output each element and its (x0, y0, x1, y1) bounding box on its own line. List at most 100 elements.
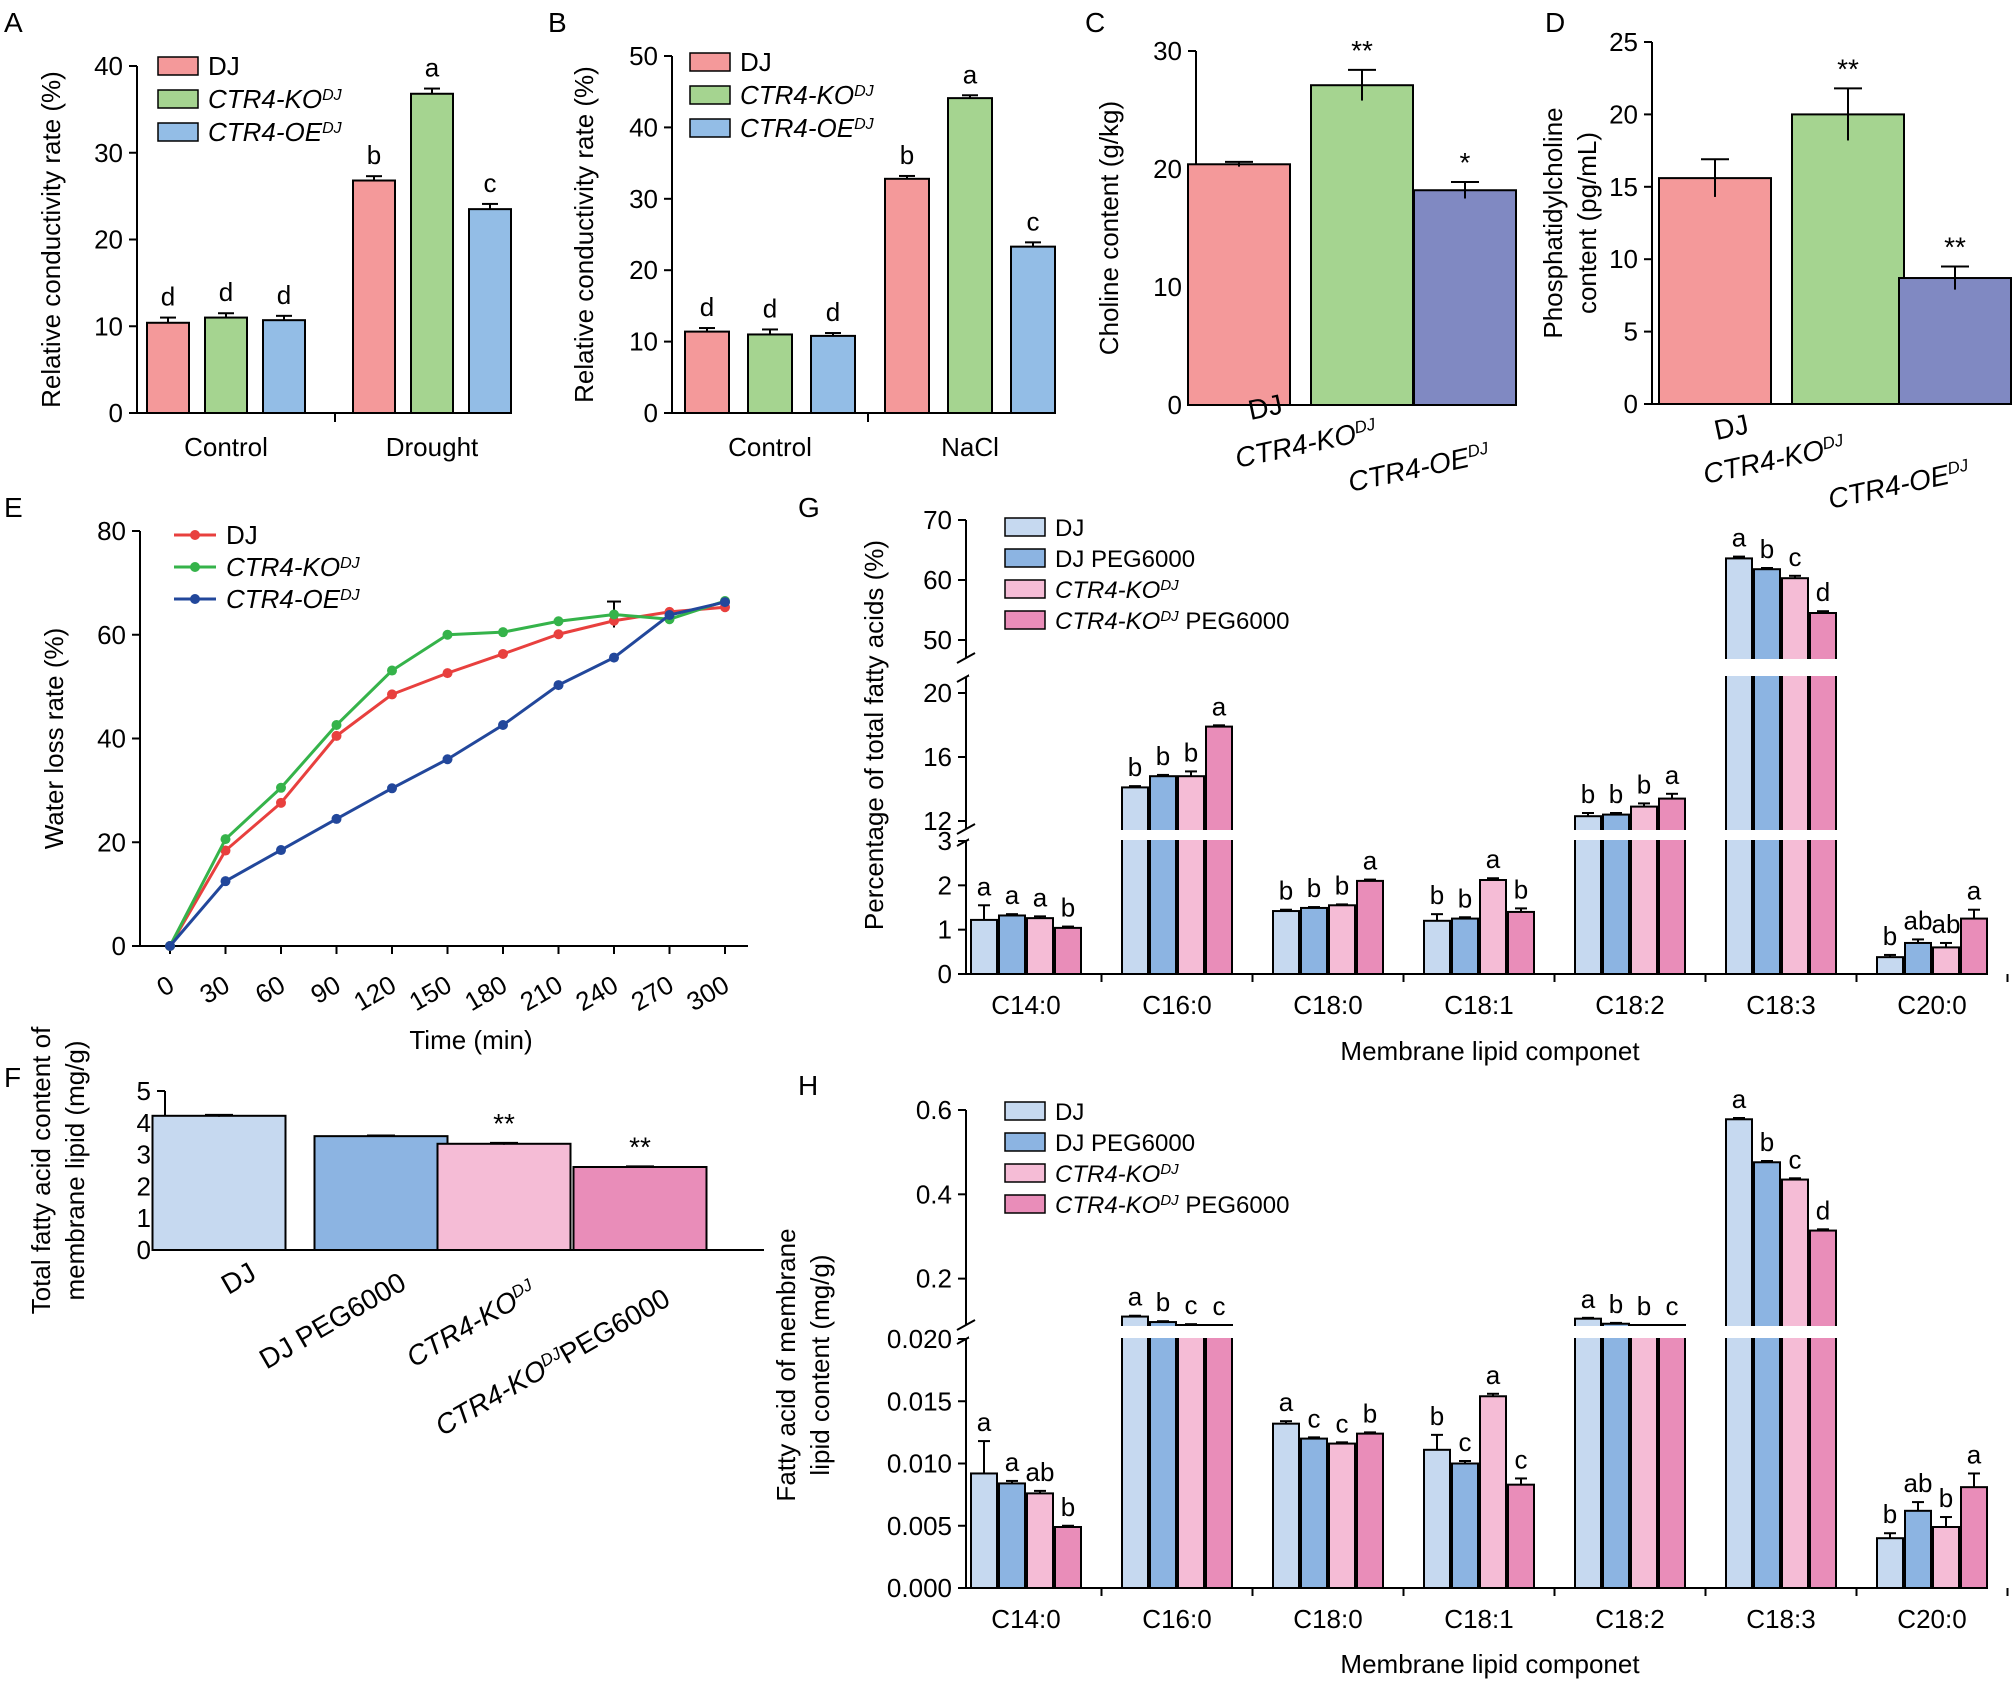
data-point (220, 834, 231, 845)
y-tick-label: 0.015 (887, 1386, 952, 1416)
label-sup: DJ (854, 83, 875, 100)
label-main: CTR4-OE (1825, 459, 1952, 515)
significance-letter: b (1128, 752, 1142, 782)
legend-swatch (157, 89, 199, 109)
significance-letter: a (1033, 882, 1048, 912)
significance-letter: b (1363, 1398, 1377, 1428)
significance-letter: b (1581, 779, 1595, 809)
series-line (168, 600, 726, 947)
legend-marker (190, 594, 200, 604)
panel-e-chart: 0 20 40 60 80 0 30 60 90 120 150 180 210 240 270 300 Wat… (39, 516, 748, 1055)
category-label: C18:3 (1746, 990, 1815, 1020)
bar (1413, 189, 1517, 406)
x-tick-label: 240 (570, 969, 623, 1017)
significance-letter: b (1156, 1287, 1170, 1317)
axis-break-gap (969, 830, 1988, 840)
significance-letter: d (700, 292, 714, 322)
legend-entry: DJ (740, 47, 772, 77)
bar (204, 316, 248, 415)
significance-letter: d (277, 280, 291, 310)
data-point (664, 610, 675, 621)
y-tick-label: 30 (629, 184, 658, 214)
x-tick-label: 120 (348, 969, 401, 1017)
y-tick-label: 40 (629, 112, 658, 142)
bar (1507, 1483, 1535, 1590)
label-sup: DJ (1160, 1192, 1179, 1209)
x-tick-label: 60 (250, 969, 290, 1009)
category-label: C14:0 (991, 1604, 1060, 1634)
y-axis-title: membrane lipid (mg/g) (60, 1040, 90, 1300)
data-point (220, 845, 231, 856)
legend-swatch (1004, 1163, 1046, 1183)
category-label: C18:1 (1444, 990, 1513, 1020)
category-label: C14:0 (991, 990, 1060, 1020)
legend-entry: DJ (1055, 515, 1084, 542)
label-main: CTR4-OE (740, 113, 855, 143)
y-tick-label: 0 (109, 398, 123, 428)
bar (1658, 1324, 1686, 1589)
significance-letter: b (1156, 741, 1170, 771)
x-tick-label: 150 (404, 969, 457, 1017)
y-tick-label: 20 (94, 225, 123, 255)
y-tick-label: 16 (923, 742, 952, 772)
significance-letter: b (1637, 769, 1651, 799)
y-tick-label: 0 (137, 1235, 151, 1265)
y-tick-label: 12 (923, 806, 952, 836)
data-point (276, 845, 286, 856)
legend-entry: CTR4-KODJ (1055, 577, 1179, 605)
series-line (168, 599, 726, 947)
label-main: CTR4-KO (1232, 418, 1359, 474)
significance-letter: ab (1904, 905, 1933, 935)
y-tick-label: 1 (938, 915, 952, 945)
significance-letter: b (1637, 1291, 1651, 1321)
bar (1451, 1462, 1479, 1589)
y-tick-label: 60 (97, 620, 126, 650)
category-label: Control (184, 432, 268, 462)
y-tick-label: 25 (1609, 27, 1638, 57)
significance-letter: a (1732, 1084, 1747, 1114)
significance-letter: ab (1932, 909, 1961, 939)
bar (1423, 919, 1451, 975)
bar (1904, 941, 1932, 976)
legend-marker (190, 530, 200, 540)
data-point (331, 720, 342, 731)
significance-letter: b (1514, 874, 1528, 904)
label-main: CTR4-KO (226, 552, 340, 582)
label-sup: DJ (340, 555, 361, 572)
significance-letter: b (1883, 1499, 1897, 1529)
legend-entry: CTR4-KODJ (226, 552, 361, 582)
label-main: CTR4-KO (1055, 577, 1160, 604)
x-tick-label: 30 (194, 969, 234, 1009)
significance-letter: a (425, 53, 440, 83)
legend-entry: DJ PEG6000 (1055, 546, 1195, 573)
significance-letter: c (484, 168, 497, 198)
bar (1423, 1448, 1451, 1590)
data-point (387, 665, 397, 676)
label-main: DJ PEG6000 (1055, 546, 1195, 573)
significance-mark: ** (629, 1131, 651, 1162)
label-main: DJ PEG6000 (254, 1266, 411, 1375)
bar (1026, 1492, 1054, 1590)
bar (410, 92, 454, 414)
label-main: CTR4-KO (1055, 608, 1160, 635)
panel-h-chart: 0.000 0.005 0.010 0.015 0.020 0.2 0.4 0.6 Fatty … (771, 1084, 2009, 1679)
legend-swatch (1004, 610, 1046, 630)
data-point (387, 783, 397, 794)
label-main: DJ (1245, 389, 1285, 426)
bar (947, 97, 993, 414)
bar (1602, 1322, 1630, 1590)
significance-letter: c (1185, 1290, 1198, 1320)
label-main: DJ (1055, 1099, 1084, 1126)
significance-letter: d (1816, 577, 1830, 607)
x-axis-title: Membrane lipid componet (1340, 1649, 1640, 1679)
bar (1149, 1321, 1177, 1590)
data-point (331, 730, 342, 741)
panel-d-chart: 0 5 10 15 20 25 Phosphatidylcholine content (pg… (1538, 27, 2012, 515)
bar (1507, 910, 1535, 976)
label-main: DJ (740, 47, 772, 77)
significance-letter: c (1213, 1291, 1226, 1321)
significance-letter: b (1760, 534, 1774, 564)
label-main: CTR4-OE (208, 117, 323, 147)
